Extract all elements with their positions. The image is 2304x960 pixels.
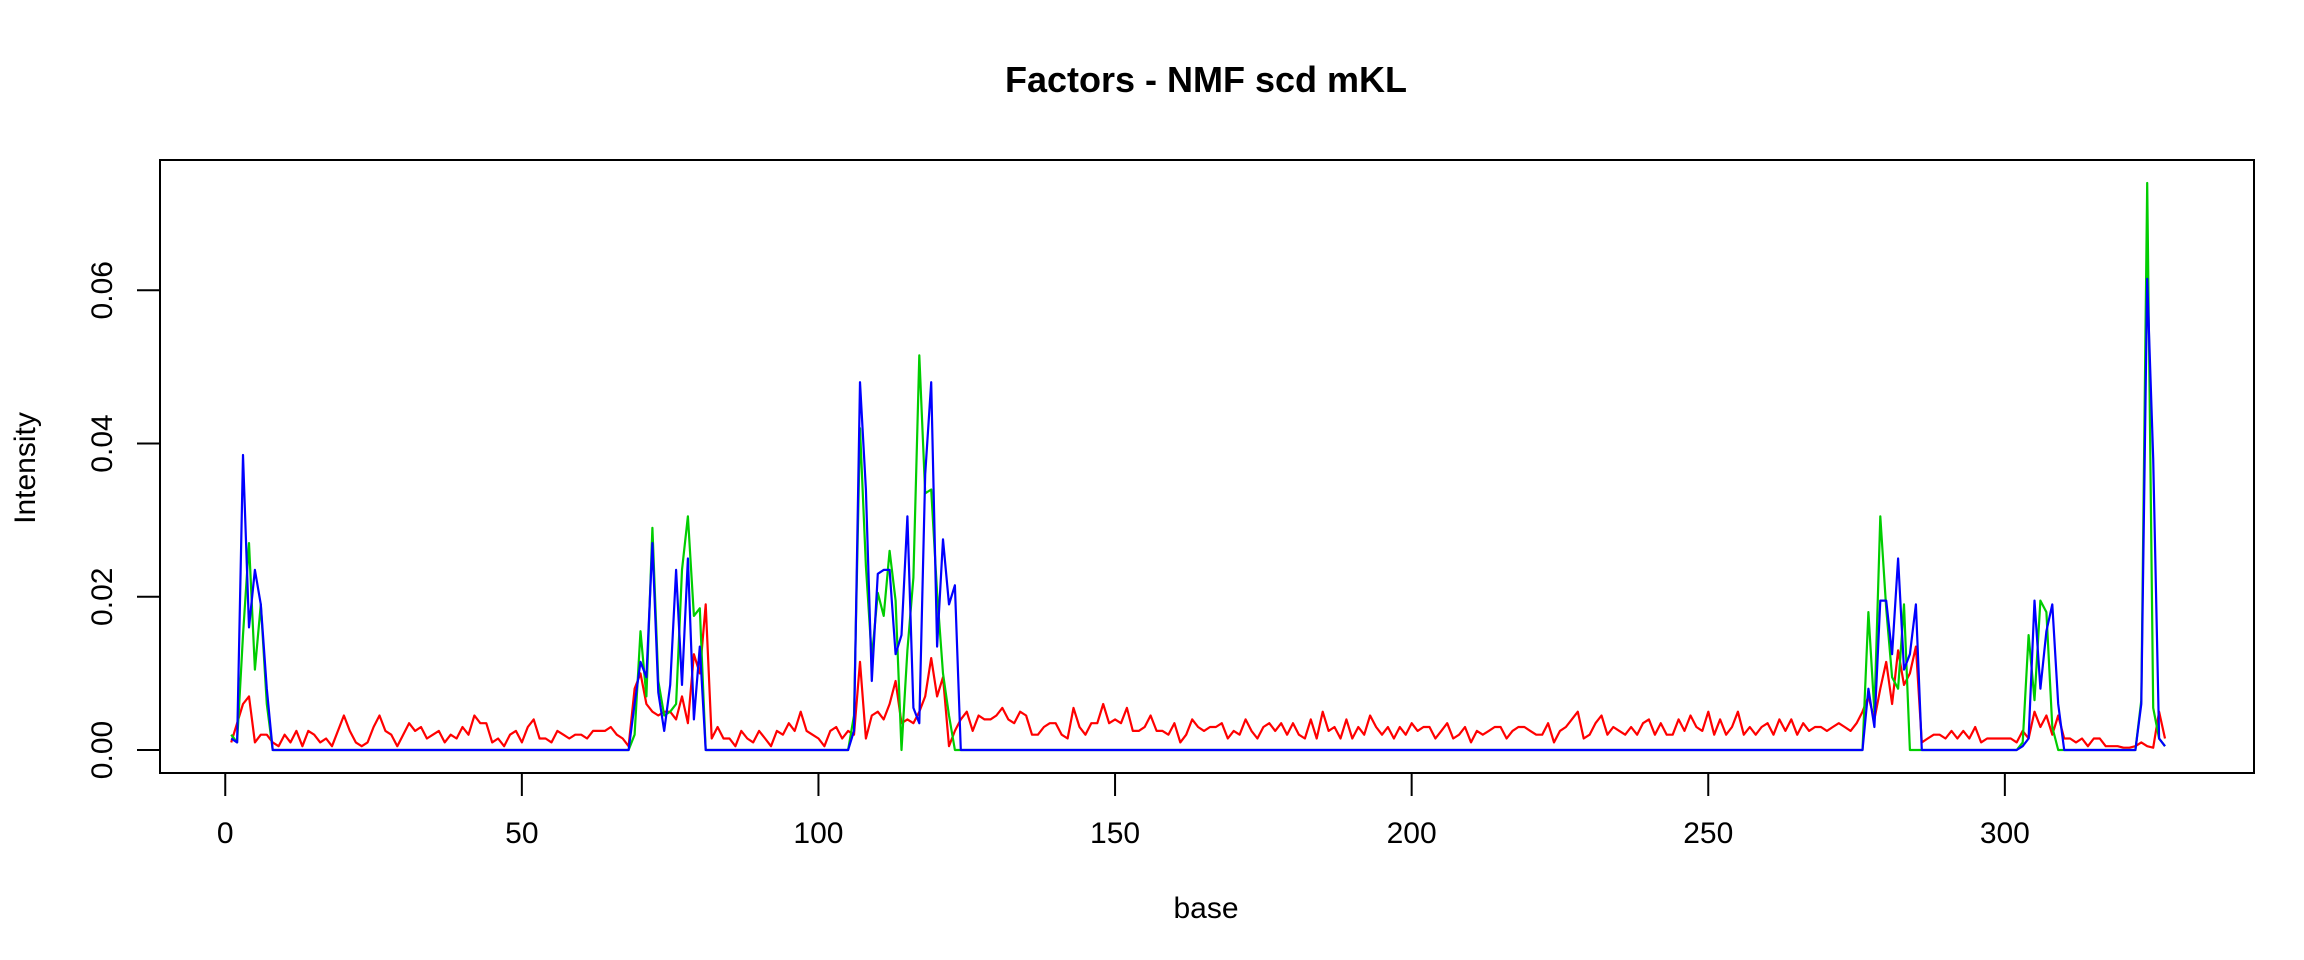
x-axis: 0 50 100 150 200 250 300 [217,772,2030,850]
y-tick-label: 0.06 [86,261,119,319]
x-tick-label: 0 [217,817,234,850]
series-line-2 [230,181,2166,752]
chart-title: Factors - NMF scd mKL [1005,59,1407,100]
x-tick-label: 250 [1683,817,1733,850]
y-tick-label: 0.00 [86,721,119,779]
series-layer [230,181,2167,752]
y-axis-label: Intensity [9,412,42,524]
series-line-3 [230,277,2166,752]
x-tick-label: 200 [1387,817,1437,850]
x-tick-label: 50 [505,817,538,850]
x-axis-label: base [1173,892,1238,925]
x-tick-label: 300 [1980,817,2030,850]
plot-area-frame [159,159,2255,774]
y-tick-label: 0.02 [86,568,119,626]
x-tick-label: 150 [1090,817,1140,850]
series-line-1 [230,603,2167,749]
y-tick-label: 0.04 [86,414,119,472]
x-tick-label: 100 [793,817,843,850]
y-axis: 0.00 0.02 0.04 0.06 [86,261,161,779]
